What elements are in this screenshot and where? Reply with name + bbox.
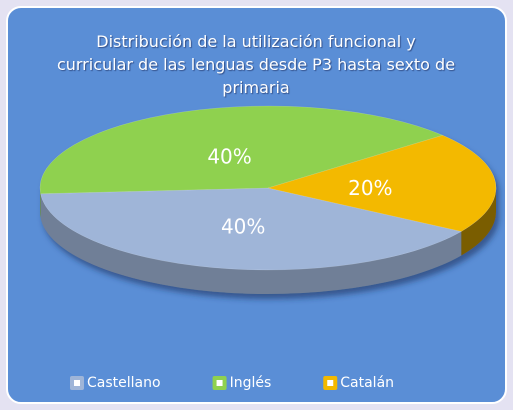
chart-title: Distribución de la utilización funcional… <box>56 32 456 97</box>
data-label: 40% <box>207 144 251 168</box>
labels: 40% 40% 20% <box>207 144 392 238</box>
pie <box>39 105 497 295</box>
data-label: 40% <box>221 214 265 238</box>
legend-label: Catalán <box>340 375 394 391</box>
slice-side <box>40 193 462 295</box>
legend-swatch-center <box>327 380 334 386</box>
legend-swatch-center <box>74 380 80 386</box>
slice <box>39 105 444 194</box>
slice <box>267 135 497 232</box>
legend: Castellano Inglés Catalán <box>70 375 394 391</box>
legend-label: Castellano <box>87 375 161 391</box>
slice <box>40 187 463 271</box>
legend-swatch-center <box>216 380 223 386</box>
legend-label: Inglés <box>230 375 272 391</box>
data-label: 20% <box>348 176 392 200</box>
slice-side <box>461 188 496 256</box>
slice-side <box>40 188 41 218</box>
